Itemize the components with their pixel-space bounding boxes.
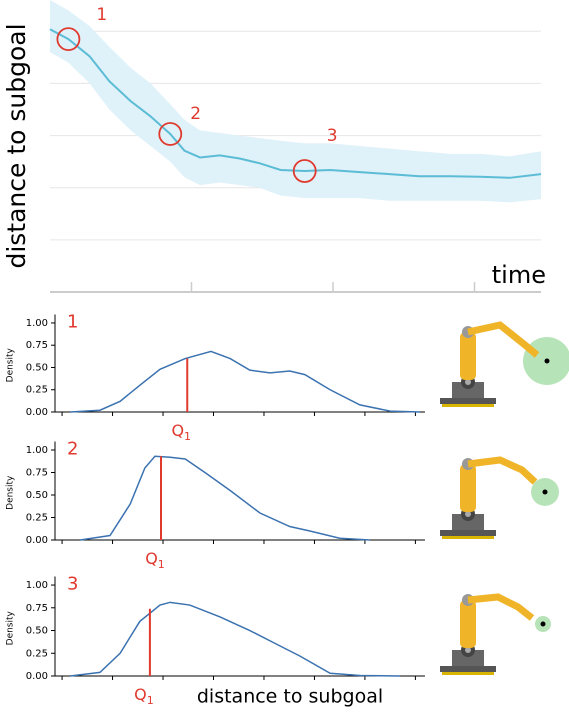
robot-2 (440, 458, 559, 539)
y-axis-label: Density (6, 475, 16, 510)
y-axis-label: Density (6, 610, 16, 645)
quantile-subscript: 1 (158, 558, 165, 571)
figure: distance to subgoal time 1 2 3 0.00 0.25 0.50 0.… (0, 0, 569, 713)
quantile-name: Q (134, 685, 147, 704)
y-tick-label: 0.00 (26, 671, 48, 682)
data-line (80, 456, 370, 540)
y-tick-label: 0.00 (26, 535, 48, 546)
y-tick-label: 0.50 (26, 362, 48, 373)
robot-3 (440, 594, 551, 675)
quantile-label: Q1 (145, 549, 165, 572)
data-line (70, 602, 400, 676)
band (50, 0, 541, 202)
y-tick-label: 0.75 (26, 340, 48, 351)
annotation-label: 3 (327, 126, 338, 146)
y-tick-label: 0.75 (26, 603, 48, 614)
page: distance to subgoal time 1 2 3 0.00 0.25 0.50 0.… (0, 0, 569, 713)
panel-label: 2 (67, 439, 78, 460)
y-axis-label: distance to subgoal (2, 23, 31, 268)
y-tick-label: 0.75 (26, 468, 48, 479)
y-tick-label: 0.50 (26, 490, 48, 501)
quantile-label: Q1 (134, 685, 154, 708)
data-line (70, 351, 420, 412)
y-tick-label: 0.25 (26, 513, 48, 524)
panel-label: 1 (67, 312, 78, 333)
y-tick-label: 0.00 (26, 407, 48, 418)
y-tick-label: 1.00 (26, 580, 48, 591)
quantile-name: Q (171, 421, 184, 440)
y-axis-label: Density (6, 347, 16, 382)
y-tick-label: 1.00 (26, 445, 48, 456)
y-tick-label: 0.50 (26, 626, 48, 637)
panel-label: 3 (67, 574, 78, 595)
y-tick-label: 0.25 (26, 648, 48, 659)
robot-1 (440, 325, 569, 407)
x-axis-label: time (492, 261, 546, 289)
quantile-subscript: 1 (184, 430, 191, 443)
annotation-label: 2 (190, 104, 201, 124)
quantile-subscript: 1 (147, 694, 154, 707)
annotation-label: 1 (96, 5, 107, 25)
quantile-name: Q (145, 549, 158, 568)
x-axis-label: distance to subgoal (197, 686, 383, 708)
y-tick-label: 0.25 (26, 385, 48, 396)
quantile-label: Q1 (171, 421, 191, 444)
y-tick-label: 1.00 (26, 318, 48, 329)
